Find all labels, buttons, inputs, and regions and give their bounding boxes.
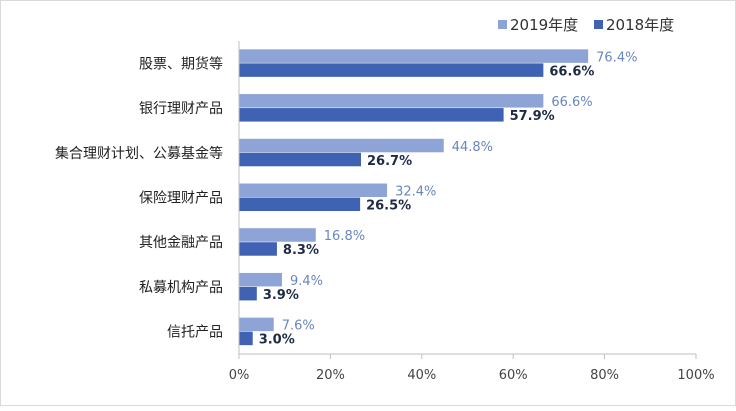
x-tick-label: 100% <box>677 368 714 383</box>
data-label: 26.5% <box>366 199 411 214</box>
data-label: 7.6% <box>282 319 315 334</box>
category-label: 信托产品 <box>167 325 223 341</box>
bar-2019年度 <box>239 272 282 287</box>
data-label: 3.0% <box>259 333 295 348</box>
data-label: 66.6% <box>551 95 592 110</box>
category-label: 私募机构产品 <box>139 280 223 296</box>
category-label: 股票、期货等 <box>139 55 223 72</box>
data-label: 26.7% <box>367 154 412 169</box>
x-tick-label: 80% <box>590 368 619 383</box>
data-label: 9.4% <box>290 274 323 289</box>
bar-2018年度 <box>239 286 257 301</box>
bar-2019年度 <box>239 228 316 242</box>
x-tick-label: 0% <box>229 368 250 383</box>
bar-2019年度 <box>239 94 544 108</box>
data-label: 8.3% <box>283 243 319 258</box>
data-label: 3.9% <box>263 288 299 303</box>
bar-2018年度 <box>239 63 544 77</box>
data-label: 44.8% <box>452 140 493 155</box>
legend-label: 2018年度 <box>606 16 674 34</box>
category-label: 保险理财产品 <box>139 191 223 207</box>
bar-2019年度 <box>239 49 589 63</box>
bar-2019年度 <box>239 183 388 197</box>
bar-2018年度 <box>239 108 504 122</box>
legend-swatch <box>498 20 507 29</box>
category-label: 集合理财计划、公募基金等 <box>55 145 223 162</box>
data-label: 76.4% <box>596 50 637 65</box>
category-label: 其他金融产品 <box>139 235 223 251</box>
legend-swatch <box>594 20 603 29</box>
bar-2019年度 <box>239 317 274 332</box>
data-label: 32.4% <box>395 185 436 200</box>
bar-2018年度 <box>239 197 361 211</box>
data-label: 57.9% <box>510 109 555 124</box>
x-tick-label: 40% <box>407 368 436 383</box>
bar-2018年度 <box>239 331 253 346</box>
category-label: 银行理财产品 <box>139 101 223 117</box>
x-tick-label: 60% <box>499 368 528 383</box>
bar-2018年度 <box>239 152 362 167</box>
bar-2018年度 <box>239 242 277 256</box>
legend-label: 2019年度 <box>510 16 578 34</box>
data-label: 16.8% <box>324 229 365 244</box>
x-tick-label: 20% <box>316 368 345 383</box>
bar-2019年度 <box>239 138 444 153</box>
data-label: 66.6% <box>549 64 594 79</box>
